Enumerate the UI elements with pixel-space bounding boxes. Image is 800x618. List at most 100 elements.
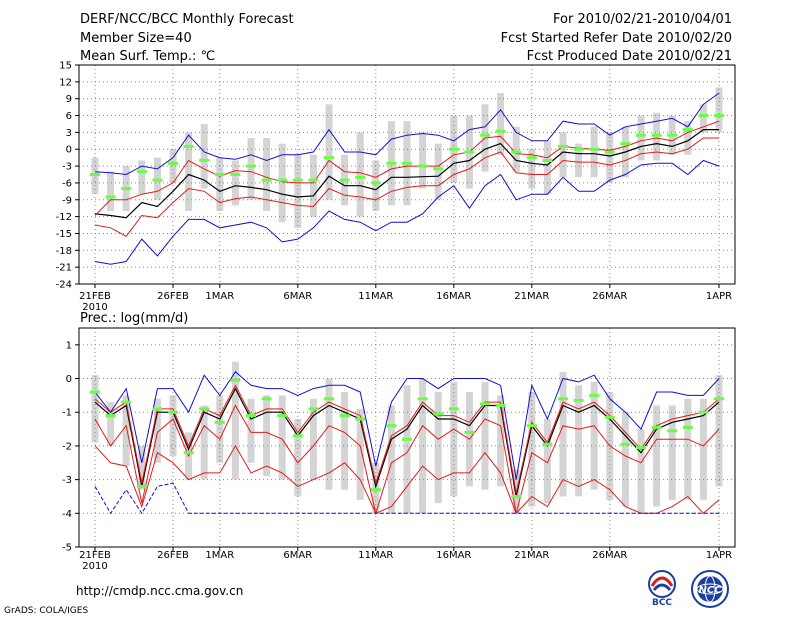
best-member-marker — [651, 425, 662, 429]
header-title: DERF/NCC/BCC Monthly Forecast — [80, 12, 294, 27]
header-variable: Mean Surf. Temp.: ℃ — [80, 49, 216, 64]
best-member-marker — [448, 147, 459, 151]
ensemble-box — [512, 126, 520, 172]
y-tick-label: -3 — [62, 162, 72, 173]
ensemble-box — [637, 115, 645, 161]
best-member-marker — [168, 161, 178, 165]
ensemble-box — [309, 154, 317, 217]
best-member-marker — [573, 147, 584, 151]
x-tick-label: 1MAR — [205, 291, 234, 302]
best-member-marker — [589, 393, 600, 397]
best-member-marker — [261, 178, 272, 182]
ensemble-box — [699, 104, 707, 133]
series-ensemble-mean — [94, 387, 720, 497]
best-member-marker — [667, 429, 678, 433]
x-tick-label: 16MAR — [436, 291, 471, 302]
series-spread-lower — [94, 137, 719, 237]
ensemble-box — [590, 381, 598, 490]
best-member-marker — [246, 164, 256, 168]
x-tick-label: 21MAR — [514, 291, 549, 302]
ensemble-box — [138, 160, 146, 195]
best-member-marker — [558, 144, 568, 148]
best-member-marker — [386, 424, 397, 428]
x-tick-label: 26FEB — [157, 550, 189, 561]
best-member-marker — [152, 178, 163, 182]
ensemble-box — [590, 126, 598, 178]
ncc-logo-text: NCC — [698, 585, 722, 596]
best-member-marker — [90, 173, 100, 176]
ensemble-box — [169, 149, 177, 183]
best-member-marker — [308, 178, 319, 182]
ensemble-box — [247, 398, 255, 463]
ensemble-box — [356, 132, 364, 217]
footer-url[interactable]: http://cmdp.ncc.cma.gov.cn — [76, 584, 244, 598]
plot-frame — [78, 64, 736, 285]
x-tick-label: 21MAR — [514, 550, 549, 561]
x-tick-label: 21FEB — [79, 291, 111, 302]
ensemble-box — [497, 395, 505, 487]
best-member-marker — [480, 402, 490, 406]
ensemble-box — [216, 395, 224, 463]
y-tick-label: -1 — [62, 408, 72, 419]
x-tick-label: 1MAR — [205, 550, 234, 561]
best-member-marker — [230, 173, 241, 176]
y-tick-label: 3 — [66, 128, 72, 139]
ensemble-box — [497, 93, 505, 155]
y-tick-label: 0 — [66, 145, 72, 156]
ensemble-box — [325, 104, 333, 200]
ensemble-box — [528, 392, 536, 507]
best-member-marker — [105, 414, 116, 418]
best-member-marker — [246, 414, 256, 418]
best-member-marker — [667, 133, 678, 137]
ensemble-box — [543, 140, 551, 195]
ensemble-box — [107, 402, 115, 446]
ensemble-box — [559, 132, 567, 178]
best-member-marker — [324, 156, 334, 160]
ensemble-box — [278, 395, 286, 480]
best-member-marker — [636, 133, 646, 137]
best-member-marker — [464, 430, 475, 434]
best-member-marker — [511, 150, 522, 154]
x-tick-label: 26FEB — [157, 291, 189, 302]
best-member-marker — [386, 161, 397, 165]
best-member-marker — [339, 414, 350, 418]
best-member-marker — [558, 397, 568, 401]
best-member-marker — [308, 407, 319, 411]
ensemble-box — [200, 405, 208, 480]
best-member-marker — [651, 133, 662, 137]
y-tick-label: -3 — [62, 475, 72, 486]
ensemble-box — [419, 132, 427, 189]
ensemble-box — [684, 398, 692, 500]
x-tick-label: 26MAR — [592, 550, 627, 561]
best-member-marker — [433, 167, 444, 171]
ensemble-box — [715, 375, 723, 487]
y-tick-label: -5 — [62, 543, 72, 554]
y-tick-label: -18 — [56, 246, 72, 257]
series-spread-lower — [94, 404, 720, 516]
ensemble-box — [403, 385, 411, 514]
best-member-marker — [199, 158, 210, 162]
header-period: For 2010/02/21-2010/04/01 — [553, 12, 732, 27]
best-member-marker — [292, 434, 303, 438]
ncc-logo-icon: NCC — [691, 570, 729, 608]
best-member-marker — [604, 415, 615, 419]
best-member-marker — [230, 378, 241, 382]
ensemble-box — [263, 395, 271, 477]
ensemble-box — [699, 398, 707, 500]
x-tick-label: 6MAR — [283, 550, 312, 561]
chart-panel-2: 1 0 -1 -2 -3 -4 -5 21FEB 26FEB 1MAR 6MAR 11MAR 16MAR… — [62, 311, 736, 572]
x-year-label: 2010 — [82, 561, 107, 572]
series-ensemble-mean — [94, 129, 719, 219]
x-tick-label: 1APR — [706, 291, 732, 302]
x-tick-label: 26MAR — [592, 291, 627, 302]
best-member-marker — [402, 437, 412, 441]
y-tick-label: -4 — [62, 509, 72, 520]
series-envelope-min — [94, 159, 720, 265]
best-member-marker — [448, 407, 459, 411]
y-tick-label: -2 — [62, 441, 72, 452]
y-tick-label: 9 — [66, 94, 72, 105]
y-tick-label: 15 — [59, 61, 72, 72]
best-member-marker — [464, 150, 475, 154]
ensemble-box — [185, 132, 193, 211]
